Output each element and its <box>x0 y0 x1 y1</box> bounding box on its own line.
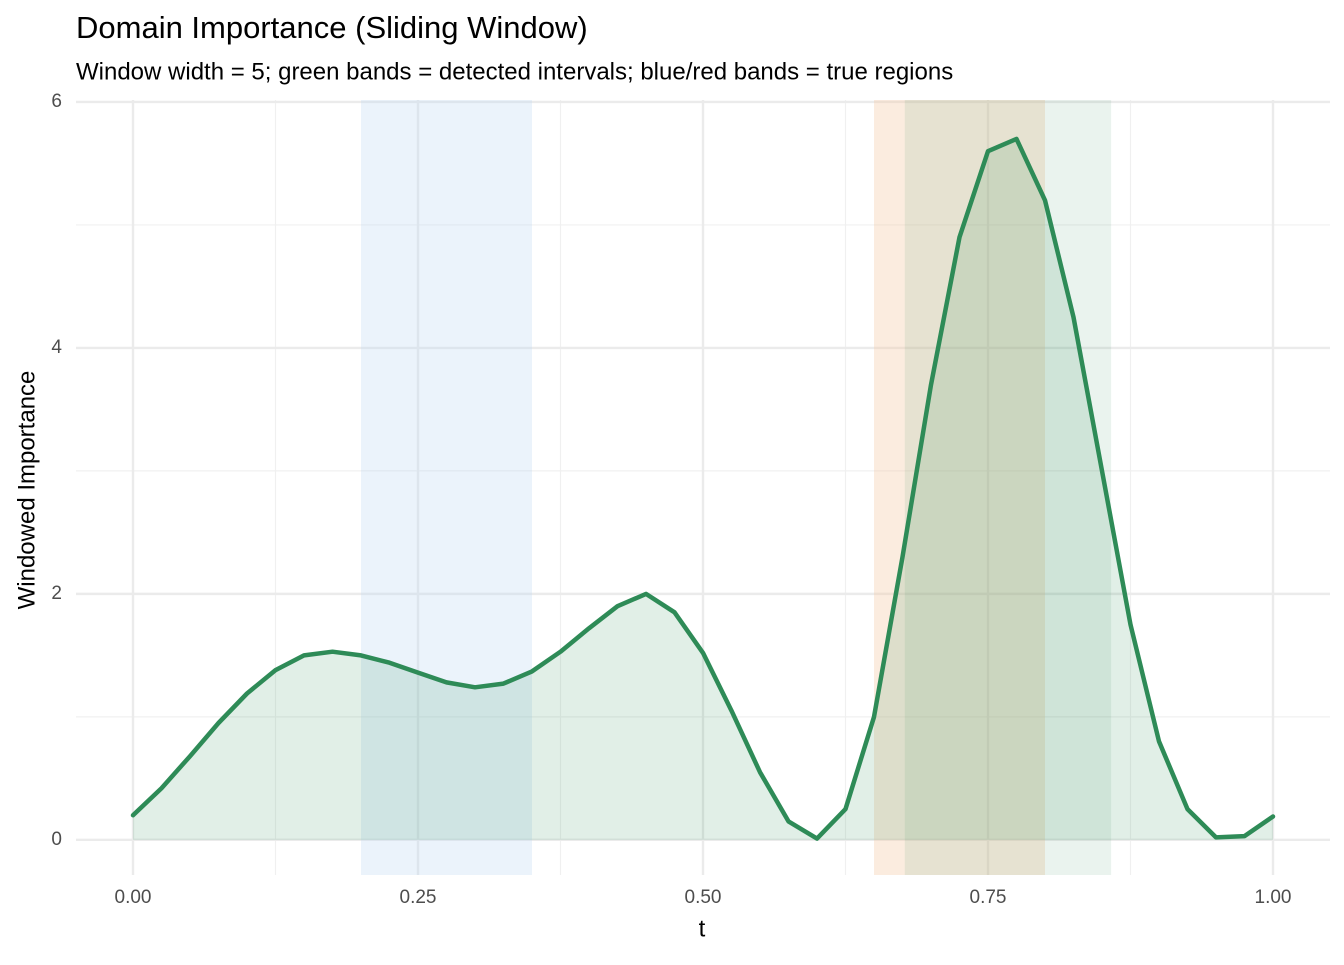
y-tick-label: 2 <box>51 583 62 604</box>
chart-title: Domain Importance (Sliding Window) <box>76 10 588 45</box>
x-tick-label: 0.75 <box>970 887 1007 908</box>
x-axis-title: t <box>699 915 706 942</box>
chart-subtitle: Window width = 5; green bands = detected… <box>76 58 953 85</box>
x-tick-label: 1.00 <box>1255 887 1292 908</box>
y-tick-label: 0 <box>51 829 62 850</box>
region-band <box>874 100 1045 875</box>
y-axis-title: Windowed Importance <box>13 371 40 610</box>
x-tick-label: 0.25 <box>400 887 437 908</box>
line <box>130 136 1276 841</box>
area <box>133 138 1273 840</box>
region-band <box>361 100 532 875</box>
y-tick-label: 6 <box>51 91 62 112</box>
y-tick-label: 4 <box>51 337 62 358</box>
x-tick-label: 0.00 <box>115 887 152 908</box>
region-band <box>904 100 1112 875</box>
x-tick-label: 0.50 <box>685 887 722 908</box>
